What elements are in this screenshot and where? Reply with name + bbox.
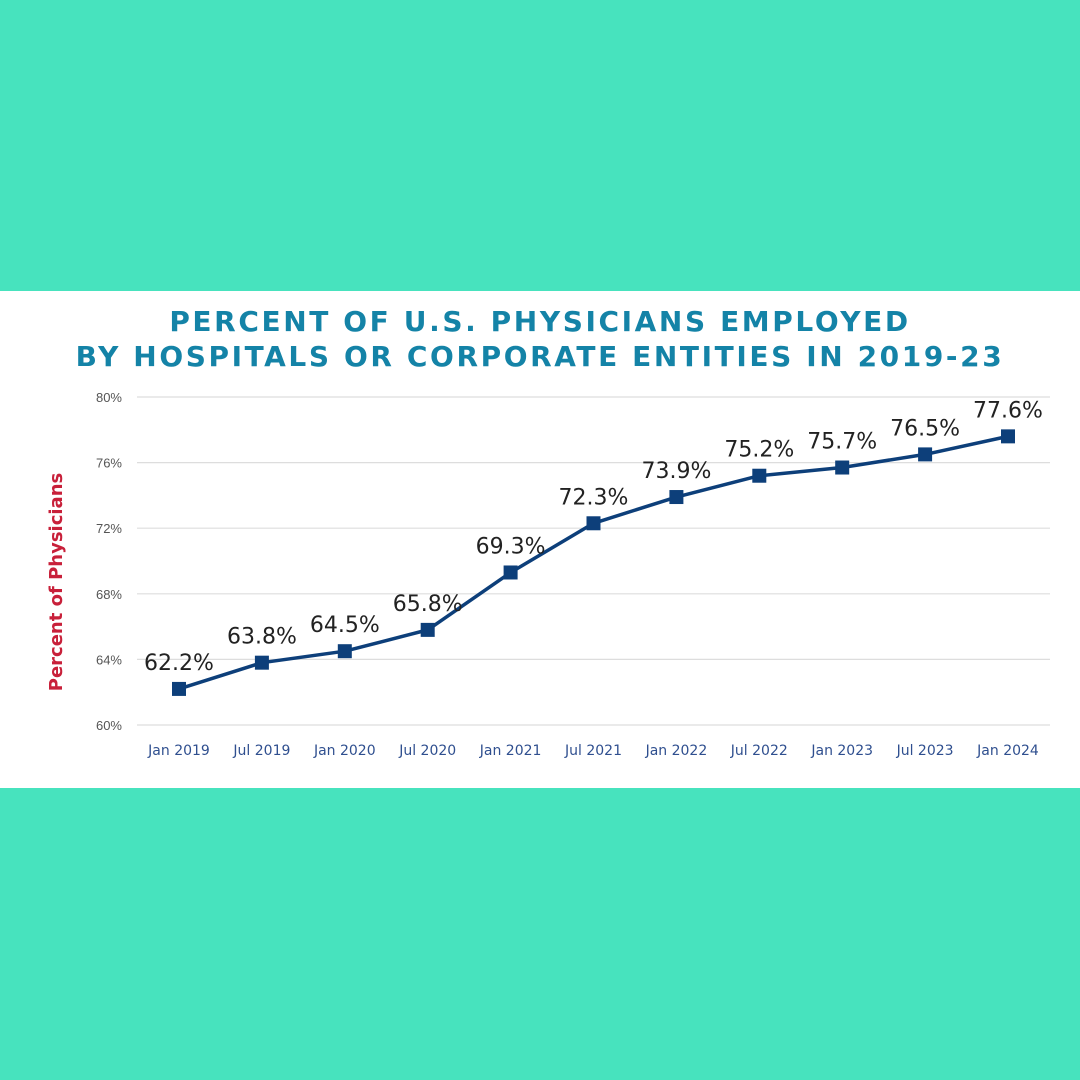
- data-label: 64.5%: [310, 613, 380, 638]
- data-label: 77.6%: [973, 398, 1043, 423]
- x-tick-label: Jul 2021: [564, 743, 622, 759]
- y-tick-label: 76%: [96, 456, 122, 471]
- x-tick-label: Jan 2023: [810, 743, 873, 759]
- data-label: 73.9%: [641, 459, 711, 484]
- data-point: [420, 622, 435, 637]
- data-label: 75.2%: [724, 438, 794, 463]
- data-point: [337, 644, 352, 659]
- data-label: 76.5%: [890, 416, 960, 441]
- data-label: 69.3%: [476, 534, 546, 559]
- chart-title-line-2: BY HOSPITALS OR CORPORATE ENTITIES IN 20…: [75, 340, 1005, 373]
- data-label: 63.8%: [227, 625, 297, 650]
- data-labels: 62.2% 63.8% 64.5% 65.8% 69.3% 72.3% 73.9% 75.2%…: [144, 398, 1043, 676]
- y-tick-label: 68%: [96, 587, 122, 602]
- x-tick-label: Jan 2022: [645, 743, 708, 759]
- y-tick-label: 60%: [96, 718, 122, 733]
- data-point: [669, 490, 684, 505]
- x-tick-label: Jan 2019: [147, 743, 210, 759]
- data-point: [1001, 429, 1015, 444]
- data-label: 62.2%: [144, 651, 214, 676]
- x-tick-label: Jul 2019: [232, 743, 290, 759]
- series-markers: [172, 429, 1015, 696]
- data-point: [918, 447, 933, 462]
- data-label: 72.3%: [559, 485, 629, 510]
- x-axis-ticks: Jan 2019 Jul 2019 Jan 2020 Jul 2020 Jan 2021…: [147, 743, 1039, 759]
- x-tick-label: Jan 2024: [976, 743, 1039, 759]
- data-point: [835, 460, 850, 475]
- chart-panel: [0, 291, 1080, 788]
- y-tick-label: 64%: [96, 652, 122, 667]
- data-point: [172, 681, 186, 696]
- data-point: [503, 565, 518, 580]
- series-line: [178, 434, 1009, 691]
- data-label: 75.7%: [807, 430, 877, 455]
- gridlines: [137, 396, 1050, 726]
- data-label: 65.8%: [393, 592, 463, 617]
- x-tick-label: Jul 2020: [398, 743, 456, 759]
- chart-title-line-1: PERCENT OF U.S. PHYSICIANS EMPLOYED: [169, 305, 911, 338]
- data-point: [586, 516, 601, 531]
- x-tick-label: Jul 2023: [896, 743, 954, 759]
- y-axis-label: Percent of Physicians: [46, 473, 67, 691]
- data-point: [752, 468, 767, 483]
- x-tick-label: Jan 2020: [313, 743, 376, 759]
- y-axis-ticks: 60% 64% 68% 72% 76% 80%: [96, 390, 122, 733]
- x-tick-label: Jul 2022: [730, 743, 788, 759]
- x-tick-label: Jan 2021: [479, 743, 542, 759]
- y-tick-label: 72%: [96, 521, 122, 536]
- data-point: [254, 655, 269, 670]
- y-tick-label: 80%: [96, 390, 122, 405]
- chart-title: PERCENT OF U.S. PHYSICIANS EMPLOYED BY H…: [0, 304, 1080, 374]
